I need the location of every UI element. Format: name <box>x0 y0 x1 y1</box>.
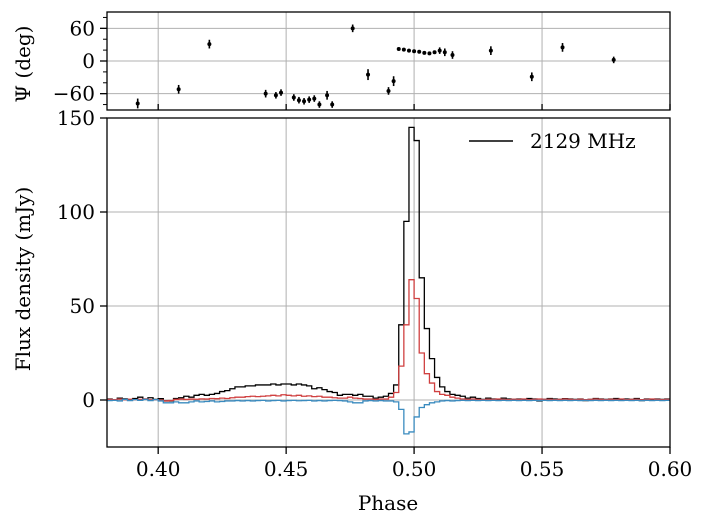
bottom-y-tick-label-1: 50 <box>70 294 95 318</box>
pa-point-14 <box>350 26 355 31</box>
pa-point-5 <box>279 90 284 95</box>
bottom-y-axis-ticks: 0 50 100 150 <box>57 106 107 412</box>
pa-point-8 <box>302 99 307 104</box>
top-y-axis-label: Ψ (deg) <box>11 26 35 103</box>
pa-point-11 <box>317 102 322 107</box>
pa-point-1 <box>176 87 181 92</box>
pa-points <box>135 24 616 109</box>
legend: 2129 MHz <box>469 129 636 153</box>
x-tick-label-4: 0.60 <box>648 457 693 481</box>
pa-point-4 <box>273 93 278 98</box>
x-tick-label-0: 0.40 <box>136 457 181 481</box>
pa-point-32 <box>611 57 616 62</box>
flux-series-0 <box>107 126 670 402</box>
flux-series <box>107 126 670 435</box>
pa-point-19 <box>401 47 406 52</box>
pa-point-3 <box>263 91 268 96</box>
bottom-y-tick-label-2: 100 <box>57 200 95 224</box>
pa-point-28 <box>450 53 455 58</box>
pa-point-0 <box>135 101 140 106</box>
top-y-axis-ticks: 60 0 −60 <box>53 16 107 106</box>
pa-point-17 <box>391 79 396 84</box>
bottom-panel-frame <box>106 117 671 448</box>
pa-point-30 <box>529 74 534 79</box>
pa-point-13 <box>330 102 335 107</box>
pa-point-16 <box>386 88 391 93</box>
pa-point-21 <box>412 49 417 54</box>
bottom-y-tick-label-3: 150 <box>57 106 95 130</box>
pa-point-7 <box>296 98 301 103</box>
pa-point-18 <box>396 47 401 52</box>
bottom-y-tick-label-0: 0 <box>82 388 95 412</box>
legend-label: 2129 MHz <box>530 129 636 153</box>
pa-point-12 <box>325 93 330 98</box>
pa-point-25 <box>432 50 437 55</box>
pa-point-31 <box>560 45 565 50</box>
pa-point-20 <box>406 48 411 53</box>
pa-point-23 <box>422 50 427 55</box>
top-y-tick-label-0: 60 <box>70 16 95 40</box>
x-tick-label-2: 0.50 <box>392 457 437 481</box>
pa-point-9 <box>307 97 312 102</box>
pa-point-29 <box>488 48 493 53</box>
pa-point-15 <box>366 72 371 77</box>
pa-point-24 <box>427 51 432 56</box>
x-axis-label: Phase <box>358 491 418 515</box>
x-tick-label-3: 0.55 <box>520 457 565 481</box>
x-tick-label-1: 0.45 <box>264 457 309 481</box>
pa-point-10 <box>312 96 317 101</box>
x-axis-ticks: 0.40 0.45 0.50 0.55 0.60 <box>136 104 692 481</box>
bottom-y-axis-label: Flux density (mJy) <box>11 187 35 372</box>
pa-point-22 <box>417 49 422 54</box>
flux-series-2 <box>107 398 670 435</box>
pa-point-6 <box>291 95 296 100</box>
flux-series-1 <box>107 279 670 402</box>
pa-point-2 <box>207 42 212 47</box>
top-y-tick-label-2: −60 <box>53 82 95 106</box>
pa-point-27 <box>442 50 447 55</box>
top-panel-grid <box>107 12 671 110</box>
top-y-tick-label-1: 0 <box>82 49 95 73</box>
pa-point-26 <box>437 48 442 53</box>
